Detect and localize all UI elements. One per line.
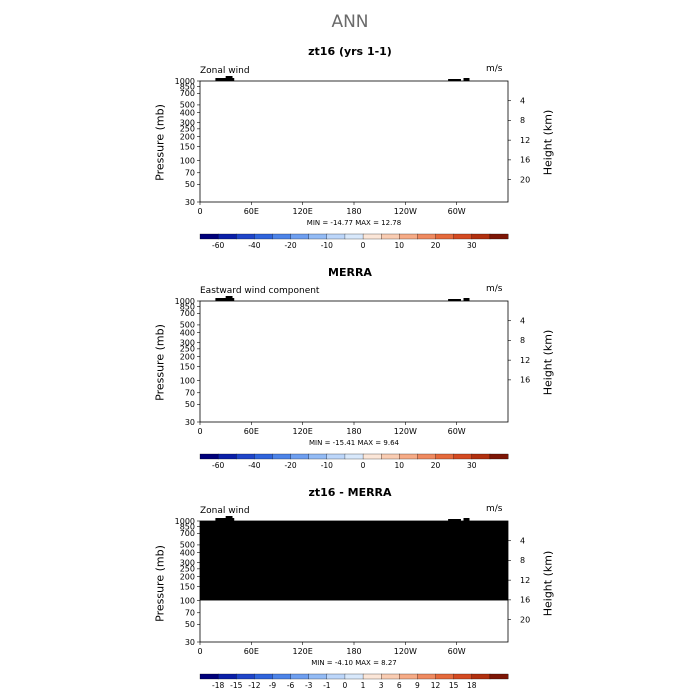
colorbar-tick-label: -10 xyxy=(321,241,333,250)
x-tick-label: 60E xyxy=(244,207,259,216)
colorbar-tick-label: 10 xyxy=(395,241,405,250)
x-tick-label: 60W xyxy=(448,207,466,216)
colorbar-swatch xyxy=(217,233,237,240)
y-tick-label: 700 xyxy=(180,89,195,98)
y-right-tick-label: 8 xyxy=(520,116,525,125)
x-tick-label: 120W xyxy=(394,207,417,216)
panel-1-minmax: MIN = -14.77 MAX = 12.78 xyxy=(306,219,402,227)
panel-1-topo xyxy=(448,79,461,81)
colorbar-swatch xyxy=(399,233,418,240)
colorbar-tick-label: -60 xyxy=(212,241,224,250)
panel-1-frame xyxy=(199,80,509,203)
colorbar-swatch xyxy=(489,233,509,240)
y-tick-label: 30 xyxy=(185,198,195,207)
colorbar-swatch xyxy=(236,233,255,240)
x-tick-label: 180 xyxy=(346,207,361,216)
colorbar-tick-label: -40 xyxy=(248,241,260,250)
colorbar-swatch xyxy=(272,233,292,240)
y-right-tick-label: 16 xyxy=(520,156,530,165)
colorbar-tick-label: 20 xyxy=(431,241,441,250)
colorbar-swatch xyxy=(254,233,273,240)
figure-title: ANN xyxy=(331,12,369,32)
y-tick-label: 500 xyxy=(180,101,195,110)
y-tick-label: 1000 xyxy=(175,77,195,86)
colorbar-swatch xyxy=(362,233,382,240)
panel-1-title: zt16 (yrs 1-1) xyxy=(308,45,392,58)
y-right-tick-label: 12 xyxy=(520,136,530,145)
colorbar-tick-label: 30 xyxy=(467,241,477,250)
y-tick-label: 850 xyxy=(180,82,195,91)
y-tick-label: 50 xyxy=(185,180,195,189)
colorbar-swatch xyxy=(326,233,346,240)
panel-1-topo xyxy=(463,78,470,81)
y-right-tick-label: 20 xyxy=(520,175,530,184)
y-tick-label: 200 xyxy=(180,132,195,141)
panel-1-units-label: m/s xyxy=(486,64,503,74)
y-tick-label: 300 xyxy=(180,118,195,127)
colorbar-tick-label: 0 xyxy=(361,241,366,250)
y-tick-label: 150 xyxy=(180,142,195,151)
colorbar-swatch xyxy=(290,233,310,240)
panel-1-left-label: Zonal wind xyxy=(200,66,250,76)
colorbar-swatch xyxy=(471,233,491,240)
colorbar-swatch xyxy=(417,233,436,240)
colorbar-swatch xyxy=(381,233,400,240)
y-tick-label: 400 xyxy=(180,108,195,117)
y-tick-label: 70 xyxy=(185,169,195,178)
colorbar-swatch xyxy=(308,233,328,240)
x-tick-label: 0 xyxy=(197,207,202,216)
y-tick-label: 100 xyxy=(180,156,195,165)
colorbar-swatch xyxy=(344,233,364,240)
panel-1-topo xyxy=(215,78,235,81)
colorbar-swatch xyxy=(435,233,455,240)
panel-1-topo xyxy=(225,76,233,81)
y-tick-label: 250 xyxy=(180,125,195,134)
y-right-tick-label: 4 xyxy=(520,97,525,106)
x-tick-label: 120E xyxy=(293,207,313,216)
colorbar-swatch xyxy=(453,233,473,240)
colorbar-tick-label: -20 xyxy=(284,241,296,250)
colorbar-swatch xyxy=(199,233,219,240)
